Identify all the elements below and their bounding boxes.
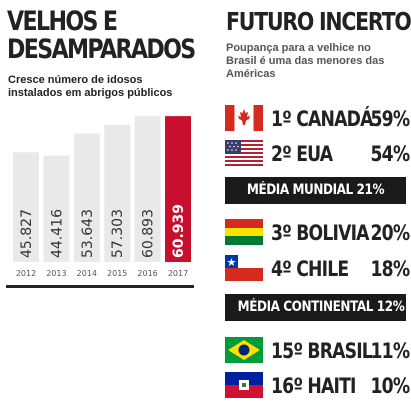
x-tick-label: 2015 <box>107 269 127 278</box>
bar-2016 <box>134 116 161 262</box>
left-title-line2: DESAMPARADOS <box>7 34 196 65</box>
ranking-country: 16º HAITI <box>271 374 356 398</box>
x-tick-label: 2017 <box>168 269 188 278</box>
bar-2014 <box>73 133 100 262</box>
left-title-line1: VELHOS E <box>7 6 118 37</box>
chile-flag-icon <box>225 255 263 281</box>
world-average-band: MÉDIA MUNDIAL 21% <box>225 177 406 204</box>
ranking-row: 16º HAITI 10% <box>225 371 410 401</box>
bar-2017 <box>165 116 191 263</box>
ranking-value: 59% <box>370 107 410 131</box>
ranking-row: 4º CHILE 18% <box>225 254 410 284</box>
ranking-value: 11% <box>370 339 410 363</box>
bar-2012 <box>13 152 39 262</box>
brazil-flag-icon <box>225 337 263 363</box>
world-average-label: MÉDIA MUNDIAL 21% <box>246 182 385 198</box>
ranking-row: 2º EUA 54% <box>225 139 410 169</box>
left-panel: VELHOS E DESAMPARADOS Cresce número de i… <box>0 0 205 415</box>
ranking-country: 4º CHILE <box>271 257 349 281</box>
bar-value-label: 45.827 <box>19 209 35 258</box>
ranking-row: 15º BRASIL 11% <box>225 336 410 366</box>
bar-value-label: 60.893 <box>141 209 157 258</box>
ranking-value: 18% <box>370 257 410 281</box>
canada-flag-icon <box>225 105 263 131</box>
continental-average-label: MÉDIA CONTINENTAL 12% <box>237 299 405 315</box>
ranking-row: 3º BOLIVIA 20% <box>225 218 410 248</box>
bar-value-label: 44.416 <box>49 209 65 258</box>
bolivia-flag-icon <box>225 219 263 245</box>
ranking-value: 54% <box>370 142 410 166</box>
left-title: VELHOS E DESAMPARADOS <box>7 6 196 64</box>
bar-value-label: 60.939 <box>171 204 187 258</box>
bar-value-label: 57.303 <box>110 209 126 258</box>
x-tick-label: 2012 <box>16 269 36 278</box>
bar-2015 <box>104 124 131 262</box>
left-subtitle: Cresce número de idosos instalados em ab… <box>8 74 208 100</box>
left-subtitle-line2: instalados em abrigos públicos <box>8 87 173 99</box>
bottom-rule <box>6 285 194 288</box>
left-subtitle-line1: Cresce número de idosos <box>8 74 143 86</box>
ranking-country: 15º BRASIL <box>271 339 373 363</box>
ranking-country: 3º BOLIVIA <box>271 221 370 245</box>
ranking-row: 1º CANADÁ 59% <box>225 104 410 134</box>
bar-chart: 45.827 2012 44.416 2013 53.643 2014 57.303 2015… <box>13 116 191 278</box>
ranking-value: 20% <box>370 221 410 245</box>
x-tick-label: 2014 <box>77 269 97 278</box>
continental-average-band: MÉDIA CONTINENTAL 12% <box>225 294 406 321</box>
haiti-flag-icon <box>225 372 263 398</box>
bar-2013 <box>43 155 70 262</box>
ranking-country: 1º CANADÁ <box>271 107 373 131</box>
x-tick-label: 2016 <box>137 269 157 278</box>
ranking-value: 10% <box>370 374 410 398</box>
right-subtitle-line1: Poupança para a velhice no <box>226 42 371 54</box>
right-subtitle: Poupança para a velhice no Brasil é uma … <box>226 42 406 81</box>
usa-flag-icon <box>225 140 263 166</box>
right-title: FUTURO INCERTO <box>226 7 411 36</box>
x-tick-label: 2013 <box>46 269 66 278</box>
bar-value-label: 53.643 <box>80 209 96 258</box>
right-subtitle-line3: Américas <box>226 68 276 80</box>
right-subtitle-line2: Brasil é uma das menores das <box>226 55 385 67</box>
ranking-country: 2º EUA <box>271 142 333 166</box>
